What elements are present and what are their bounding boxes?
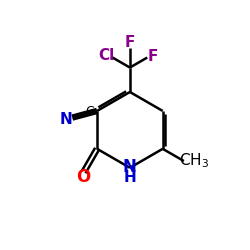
Text: F: F (148, 49, 158, 64)
Text: Cl: Cl (98, 48, 115, 64)
Text: H: H (124, 170, 136, 185)
Text: CH$_3$: CH$_3$ (179, 152, 209, 171)
Text: F: F (125, 35, 135, 50)
Text: C: C (85, 105, 94, 118)
Text: N: N (59, 112, 72, 127)
Text: O: O (76, 168, 91, 186)
Text: N: N (123, 158, 137, 176)
